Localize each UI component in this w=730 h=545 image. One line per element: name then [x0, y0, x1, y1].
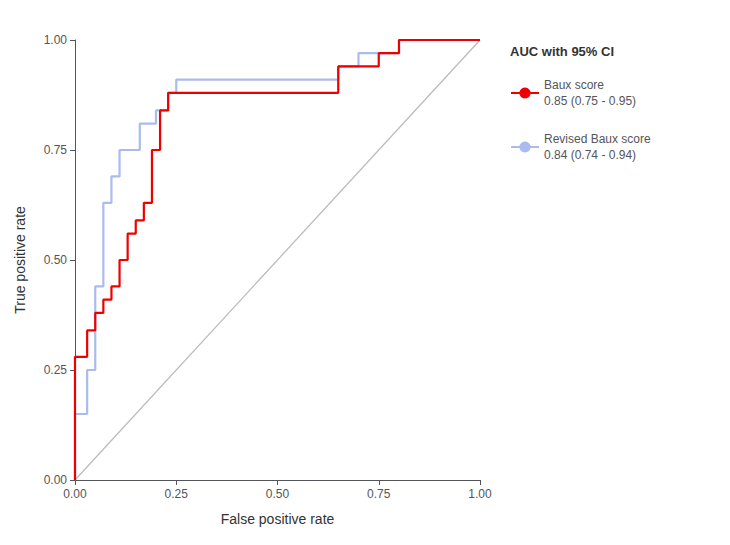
svg-text:0.00: 0.00 [44, 473, 68, 487]
svg-text:0.50: 0.50 [44, 253, 68, 267]
svg-text:Baux score: Baux score [544, 78, 604, 92]
svg-text:0.75: 0.75 [367, 487, 391, 501]
svg-text:0.25: 0.25 [165, 487, 189, 501]
svg-text:AUC with 95% CI: AUC with 95% CI [510, 44, 614, 59]
svg-text:1.00: 1.00 [44, 33, 68, 47]
svg-text:1.00: 1.00 [468, 487, 492, 501]
svg-text:False positive rate: False positive rate [221, 511, 335, 527]
svg-text:0.75: 0.75 [44, 143, 68, 157]
svg-text:0.85 (0.75 - 0.95): 0.85 (0.75 - 0.95) [544, 94, 636, 108]
svg-text:0.50: 0.50 [266, 487, 290, 501]
svg-text:True positive rate: True positive rate [12, 206, 28, 314]
svg-text:0.00: 0.00 [63, 487, 87, 501]
svg-text:0.25: 0.25 [44, 363, 68, 377]
svg-text:0.84 (0.74 - 0.94): 0.84 (0.74 - 0.94) [544, 148, 636, 162]
svg-text:Revised Baux score: Revised Baux score [544, 132, 651, 146]
